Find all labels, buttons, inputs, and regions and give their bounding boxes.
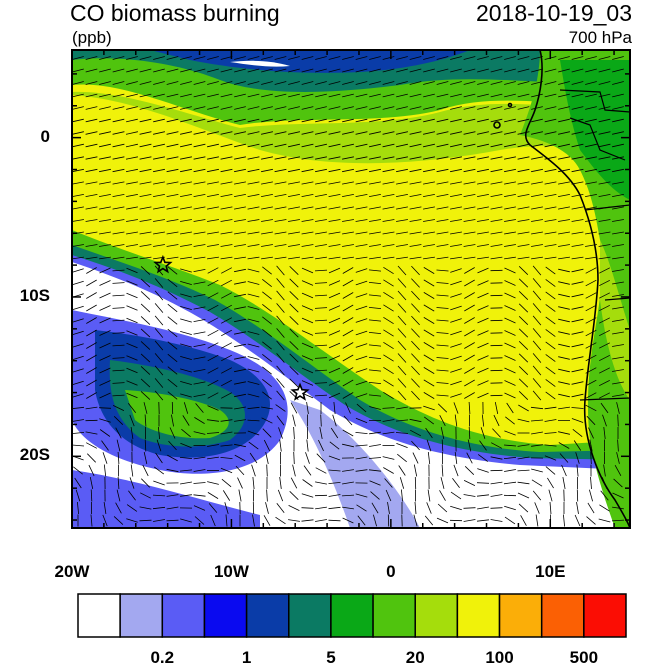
colorbar-tick-label: 1: [222, 648, 272, 668]
colorbar-swatch: [373, 594, 415, 637]
colorbar-swatch: [289, 594, 331, 637]
colorbar-swatch: [162, 594, 204, 637]
colorbar-swatch: [584, 594, 626, 637]
y-tick-label: 20S: [0, 445, 50, 465]
colorbar-swatch: [542, 594, 584, 637]
colorbar-tick-label: 500: [559, 648, 609, 668]
colorbar-swatch: [415, 594, 457, 637]
colorbar-swatch: [78, 594, 120, 637]
x-tick-label: 10W: [201, 562, 261, 582]
colorbar-swatch: [331, 594, 373, 637]
colorbar-tick-label: 5: [306, 648, 356, 668]
colorbar-swatch: [120, 594, 162, 637]
x-tick-label: 20W: [42, 562, 102, 582]
colorbar-swatch: [247, 594, 289, 637]
colorbar-tick-label: 100: [475, 648, 525, 668]
x-tick-label: 10E: [520, 562, 580, 582]
x-tick-label: 0: [361, 562, 421, 582]
colorbar-swatch: [500, 594, 542, 637]
colorbar-swatch: [204, 594, 246, 637]
colorbar: [78, 594, 626, 637]
colorbar-swatch: [457, 594, 499, 637]
colorbar-tick-label: 20: [390, 648, 440, 668]
colorbar-tick-label: 0.2: [137, 648, 187, 668]
y-tick-label: 0: [0, 127, 50, 147]
y-tick-label: 10S: [0, 286, 50, 306]
